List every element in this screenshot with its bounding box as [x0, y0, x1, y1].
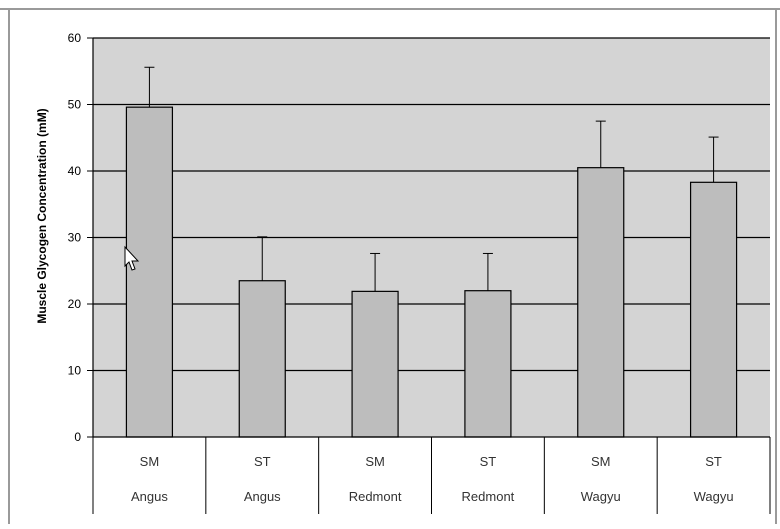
- category-muscle-label: ST: [254, 454, 271, 469]
- bar: [464, 290, 512, 438]
- plot-area: [93, 37, 770, 437]
- bar: [351, 290, 399, 438]
- y-tick-label: 0: [74, 430, 81, 444]
- mouse-cursor-icon: [124, 245, 140, 271]
- bar-group: [464, 252, 512, 438]
- y-axis: 0 10 20 30 40 50 60: [68, 31, 94, 444]
- bar-group: [577, 120, 625, 438]
- bars: [125, 66, 738, 438]
- y-axis-label: Muscle Glycogen Concentration (mM): [35, 108, 49, 323]
- bar: [577, 167, 625, 438]
- y-tick-label: 40: [68, 164, 82, 178]
- bar: [125, 106, 174, 438]
- y-tick-label: 60: [68, 31, 82, 45]
- bar-group: [238, 236, 286, 438]
- category-muscle-label: SM: [591, 454, 611, 469]
- bar: [238, 280, 286, 438]
- category-muscle-label: ST: [705, 454, 722, 469]
- y-tick-label: 20: [68, 297, 82, 311]
- category-breed-label: Angus: [131, 489, 168, 504]
- category-muscle-label: SM: [365, 454, 385, 469]
- category-breed-label: Redmont: [349, 489, 402, 504]
- category-axis: SM Angus ST Angus SM Redmont ST Redmont SM Wagyu S…: [92, 436, 771, 514]
- category-breed-label: Wagyu: [694, 489, 734, 504]
- y-tick-label: 10: [68, 364, 82, 378]
- y-tick-label: 50: [68, 98, 82, 112]
- bar: [689, 181, 738, 438]
- category-breed-label: Angus: [244, 489, 281, 504]
- category-muscle-label: SM: [140, 454, 160, 469]
- y-tick-label: 30: [68, 231, 82, 245]
- category-breed-label: Wagyu: [581, 489, 621, 504]
- category-breed-label: Redmont: [462, 489, 515, 504]
- bar-group: [125, 66, 174, 438]
- bar-group: [689, 136, 738, 438]
- category-muscle-label: ST: [480, 454, 497, 469]
